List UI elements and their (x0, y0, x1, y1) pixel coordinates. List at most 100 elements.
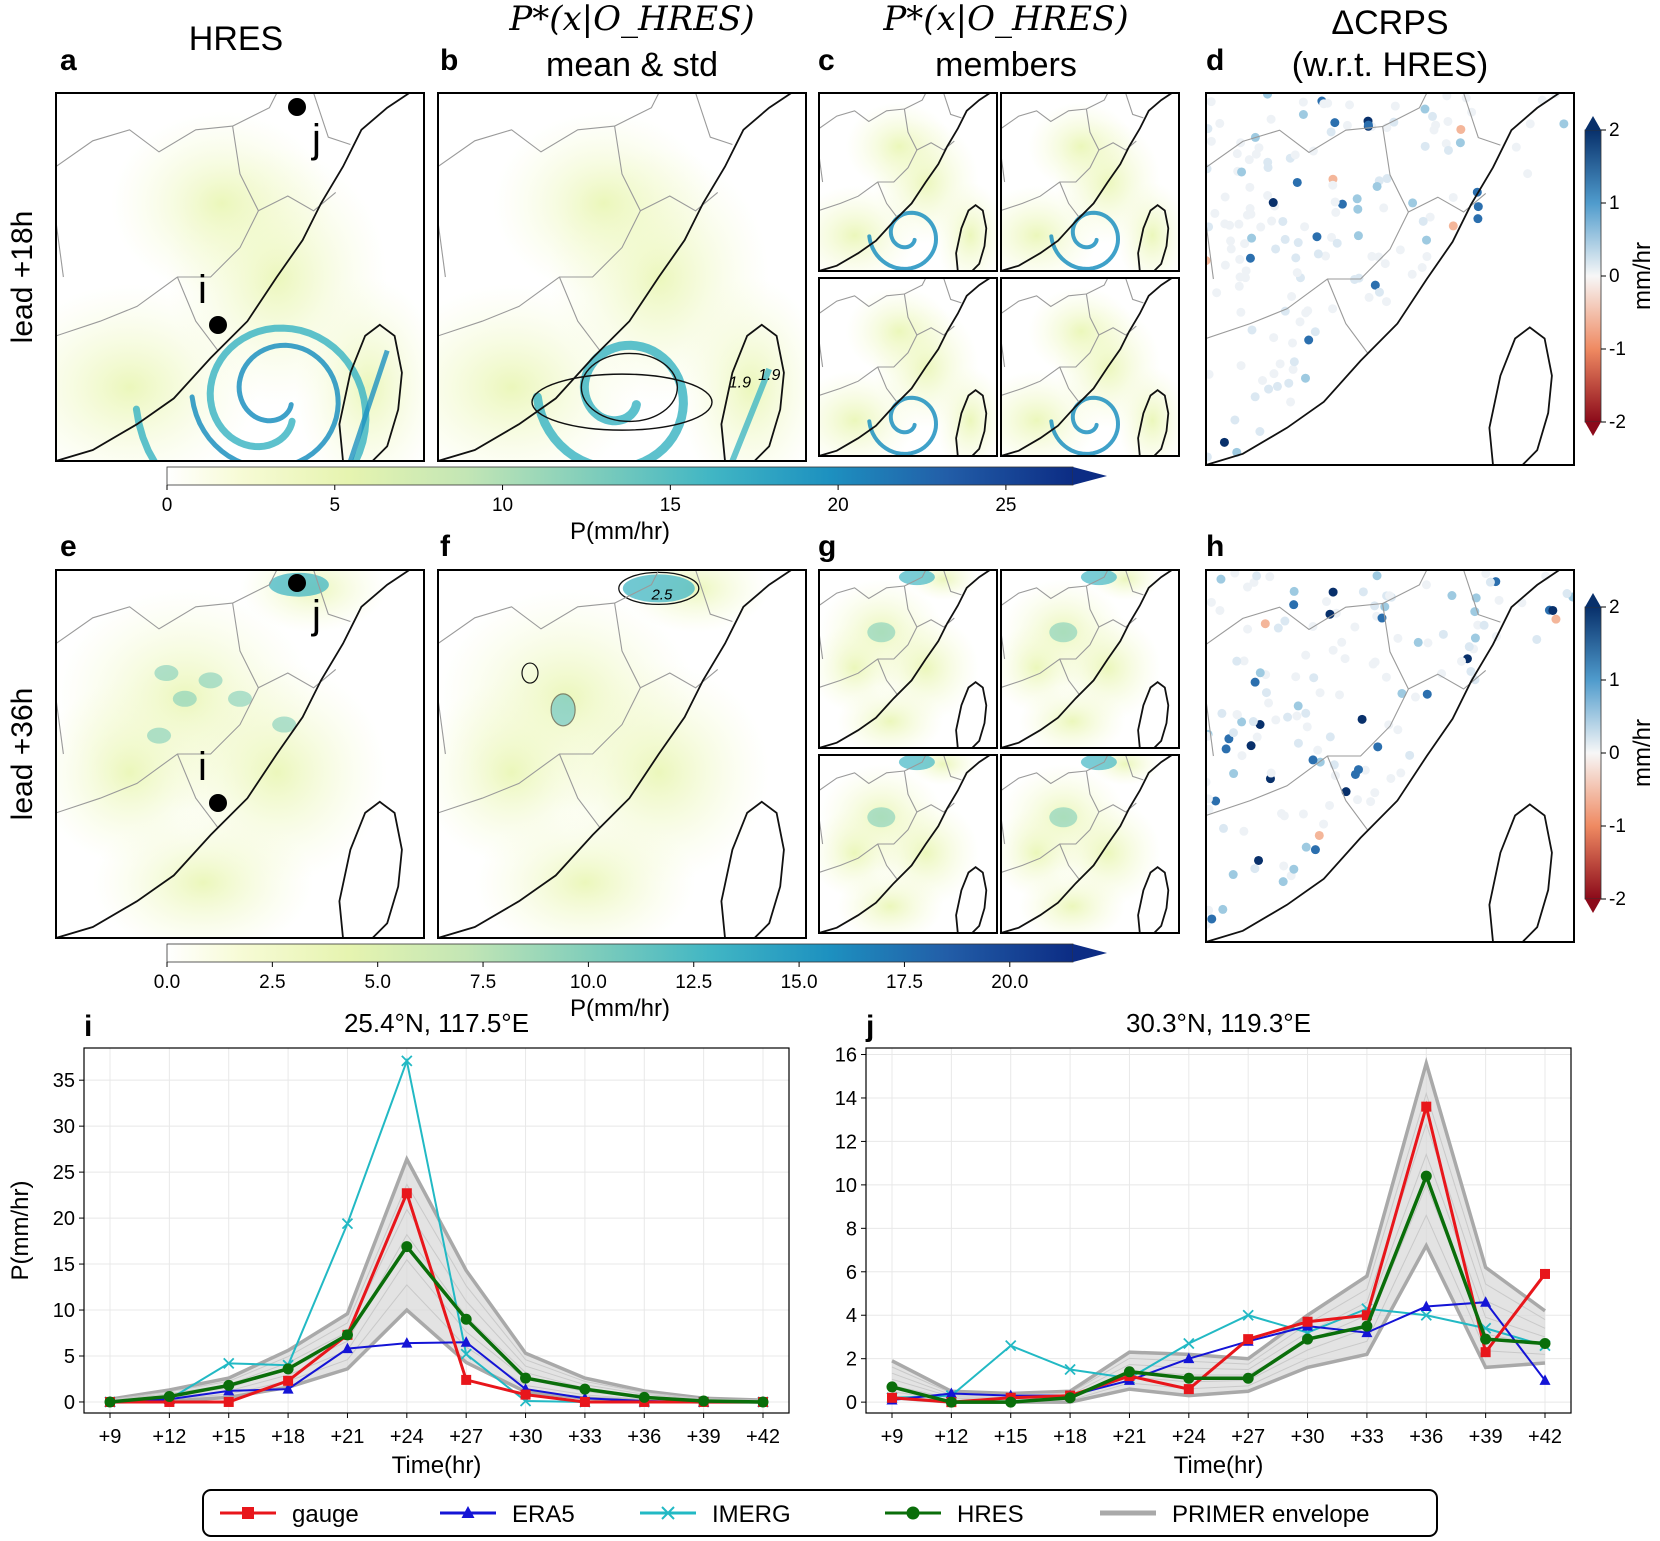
marker-gauge (461, 1374, 472, 1385)
y-tick-label: 8 (846, 1218, 857, 1240)
station-dot (1298, 110, 1308, 120)
station-dot (1288, 364, 1298, 374)
colorbar-crps-18h-bar (1584, 129, 1602, 423)
station-dot (1220, 219, 1230, 229)
station-dot (1417, 262, 1427, 272)
marker-gauge (1183, 1384, 1194, 1395)
province-border (904, 755, 927, 772)
marker-era5 (945, 1387, 957, 1398)
station-dot (1293, 738, 1303, 748)
province-border (1463, 93, 1501, 146)
station-dot (1278, 216, 1288, 226)
colorbar-precip-18h-tick-label: 0 (162, 495, 173, 516)
station-dot (1206, 905, 1214, 915)
station-dot (1228, 870, 1238, 880)
province-border (232, 570, 278, 604)
station-dot (1292, 268, 1302, 278)
province-border (1001, 108, 1100, 212)
std-contour (618, 571, 700, 606)
colorbar-precip-36h-tick-label: 0.0 (154, 972, 180, 993)
marker-hres (401, 1241, 413, 1253)
station-dot (1372, 181, 1382, 191)
station-dot (1236, 307, 1246, 317)
x-tick-label: +15 (994, 1426, 1028, 1448)
coastline (56, 570, 410, 938)
precip-band (867, 210, 939, 271)
marker-hres (886, 1381, 898, 1393)
station-dot (1370, 601, 1380, 611)
station-dot (1511, 142, 1521, 152)
station-dot (1353, 795, 1363, 805)
marker-era5 (401, 1337, 413, 1348)
station-dot (1272, 381, 1282, 391)
panel-frame (818, 92, 998, 272)
station-dot (1448, 192, 1458, 202)
marker-imerg (1005, 1340, 1017, 1352)
station-dot (1494, 595, 1504, 605)
station-dot (1246, 741, 1256, 751)
precip-field (819, 101, 997, 271)
station-dot (1264, 384, 1274, 394)
taiwan-outline (955, 203, 988, 271)
marker-imerg (460, 1348, 472, 1360)
taiwan-outline (720, 800, 785, 938)
x-tick-label: +12 (934, 1426, 968, 1448)
station-dot (1265, 572, 1275, 582)
panel-frame (818, 754, 998, 934)
station-dot (1300, 373, 1310, 383)
station-dot (1289, 600, 1299, 610)
station-dot (1250, 864, 1260, 874)
marker-gauge (1243, 1334, 1254, 1345)
station-dot (1428, 111, 1438, 121)
province-border (904, 570, 927, 587)
site-marker (209, 794, 227, 812)
taiwan-outline (1137, 865, 1170, 933)
province-border (1125, 755, 1144, 781)
station-dot (1313, 745, 1323, 755)
station-dot (1217, 708, 1227, 718)
colorbar-precip-36h-bar (166, 943, 1074, 963)
colorbar-crps-36h-tick-label: 0 (1609, 743, 1620, 764)
panel-g-members (818, 569, 1180, 934)
station-dot (1548, 605, 1558, 615)
station-dot (1407, 269, 1417, 279)
precip-field (1001, 286, 1179, 456)
marker-hres (1064, 1392, 1076, 1404)
panel-letter-b: b (440, 44, 458, 77)
marker-hres (1361, 1320, 1373, 1332)
map-base (1001, 93, 1173, 271)
station-dot (1221, 744, 1231, 754)
province-border (916, 325, 955, 336)
station-dot (1437, 669, 1447, 679)
precip-field (56, 111, 424, 461)
legend-label-primer-envelope: PRIMER envelope (1172, 1501, 1369, 1528)
station-dot (1353, 231, 1363, 241)
station-dot (1301, 650, 1311, 660)
x-tick-label: +30 (1291, 1426, 1325, 1448)
colorbar-precip-36h-tick-label: 5.0 (364, 972, 390, 993)
precip-blob (474, 809, 696, 938)
station-dot (1485, 577, 1495, 587)
marker-hres (757, 1396, 769, 1408)
station-dot (1345, 100, 1355, 110)
province-border (614, 93, 660, 127)
x-tick-label: +9 (881, 1426, 904, 1448)
panel-b-map: 1.9 1.9 (437, 92, 807, 462)
station-dot (1278, 877, 1288, 887)
station-dot (1250, 677, 1260, 687)
precip-cell (1080, 570, 1117, 586)
map-base (1206, 93, 1560, 465)
taiwan-outline (955, 388, 988, 456)
marker-gauge (1480, 1347, 1491, 1358)
province-border (56, 698, 64, 755)
panel-frame (1000, 92, 1180, 272)
station-dot (1232, 710, 1242, 720)
station-dot (1385, 591, 1395, 601)
province-border (1001, 585, 1100, 689)
station-dot (1280, 234, 1290, 244)
province-border (877, 843, 898, 880)
station-dot (1425, 212, 1435, 222)
panel-frame (1205, 569, 1575, 943)
header-c-top: P*(x|O_HRES) (882, 0, 1128, 39)
station-dot (1295, 317, 1305, 327)
